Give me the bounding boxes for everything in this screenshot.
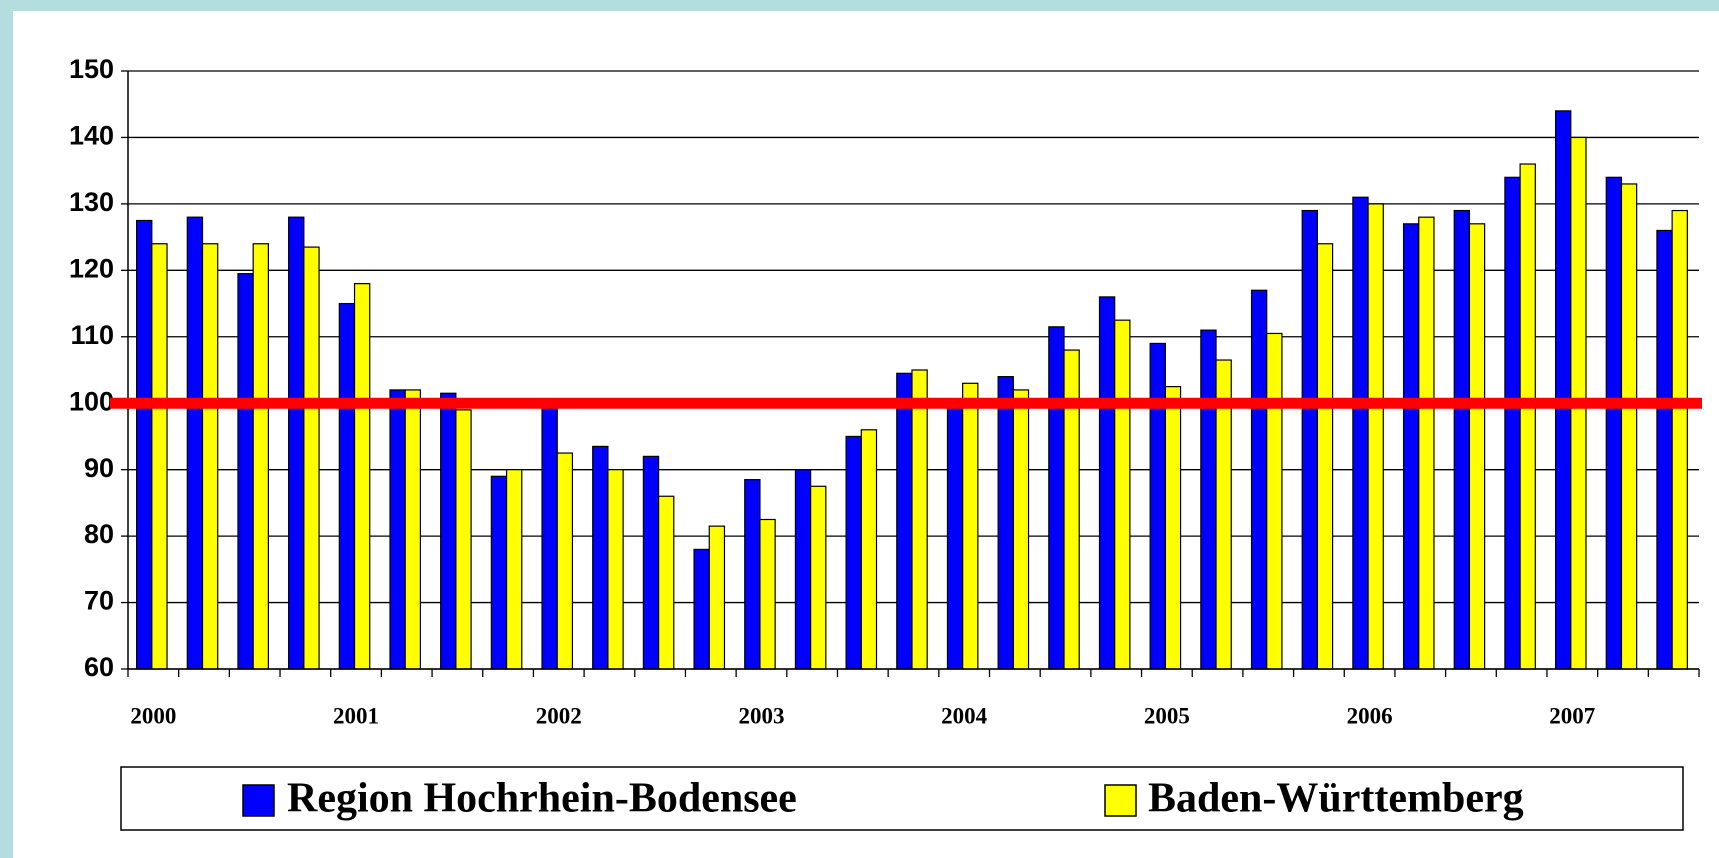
bar (1316, 243, 1334, 670)
bar (962, 382, 979, 670)
bar (1418, 216, 1435, 670)
bar (657, 495, 675, 670)
y-tick-label: 130 (69, 187, 114, 217)
bar (693, 548, 710, 670)
y-tick-label: 90 (84, 453, 114, 483)
bar (136, 219, 153, 670)
bar (151, 243, 168, 670)
bar (845, 435, 862, 670)
bar (1620, 183, 1638, 670)
bar (1402, 223, 1420, 670)
bar (794, 469, 812, 670)
x-tick-label: 2006 (1347, 703, 1393, 728)
y-tick-label: 110 (70, 320, 114, 350)
bar (592, 445, 609, 670)
legend-label: Baden-Württemberg (1148, 776, 1524, 822)
bar (490, 475, 508, 670)
bar (946, 402, 964, 670)
legend-swatch (1104, 784, 1137, 817)
bar (1504, 176, 1521, 670)
bar (896, 372, 913, 670)
bar (1352, 196, 1369, 670)
bar (759, 518, 776, 670)
bar (505, 469, 523, 670)
bar (186, 216, 204, 670)
bar (303, 246, 320, 670)
y-tick-label: 60 (84, 652, 114, 682)
y-tick-label: 150 (69, 54, 114, 84)
bar (440, 392, 457, 670)
bar (1098, 296, 1116, 670)
y-tick-label: 80 (84, 519, 114, 549)
legend-swatch (242, 784, 275, 817)
x-tick-label: 2005 (1144, 703, 1190, 728)
bar (252, 243, 269, 670)
legend-box (120, 766, 1684, 831)
bar (541, 402, 558, 670)
bar (1554, 110, 1572, 670)
bar (455, 409, 472, 670)
bar (860, 429, 878, 670)
bar (1200, 329, 1217, 670)
bar (353, 283, 371, 670)
bar (404, 389, 422, 670)
bar (1301, 209, 1318, 670)
bar (1012, 389, 1030, 670)
y-tick-label: 120 (69, 253, 114, 283)
bar (1048, 326, 1065, 670)
bar (911, 369, 928, 670)
bar (708, 525, 726, 670)
bar (1164, 386, 1182, 670)
y-tick-label: 140 (69, 121, 114, 151)
bar (1656, 229, 1673, 670)
bar (810, 485, 827, 670)
bar (338, 302, 356, 670)
bar (607, 469, 624, 670)
bar (1453, 209, 1471, 670)
y-tick-label: 100 (69, 386, 114, 416)
x-tick-label: 2003 (738, 703, 784, 728)
bar (389, 389, 406, 670)
bar (997, 376, 1014, 670)
bar (201, 243, 219, 670)
bar (237, 273, 254, 670)
x-tick-label: 2001 (333, 703, 379, 728)
bar (1114, 319, 1131, 670)
x-tick-label: 2004 (941, 703, 988, 728)
bar (288, 216, 305, 670)
x-tick-label: 2007 (1549, 703, 1595, 728)
bar (1605, 176, 1623, 670)
x-tick-label: 2000 (130, 703, 176, 728)
bar (1266, 332, 1283, 670)
bar (556, 452, 574, 670)
bar (1367, 203, 1384, 670)
bar (1519, 163, 1536, 670)
bar (1250, 289, 1268, 670)
bar (1468, 223, 1486, 670)
legend-label: Region Hochrhein-Bodensee (287, 776, 797, 822)
bar (744, 479, 761, 670)
bar (642, 455, 660, 670)
bar (1149, 342, 1166, 670)
y-tick-label: 70 (84, 586, 114, 616)
x-tick-label: 2002 (536, 703, 582, 728)
bar (1671, 209, 1688, 670)
